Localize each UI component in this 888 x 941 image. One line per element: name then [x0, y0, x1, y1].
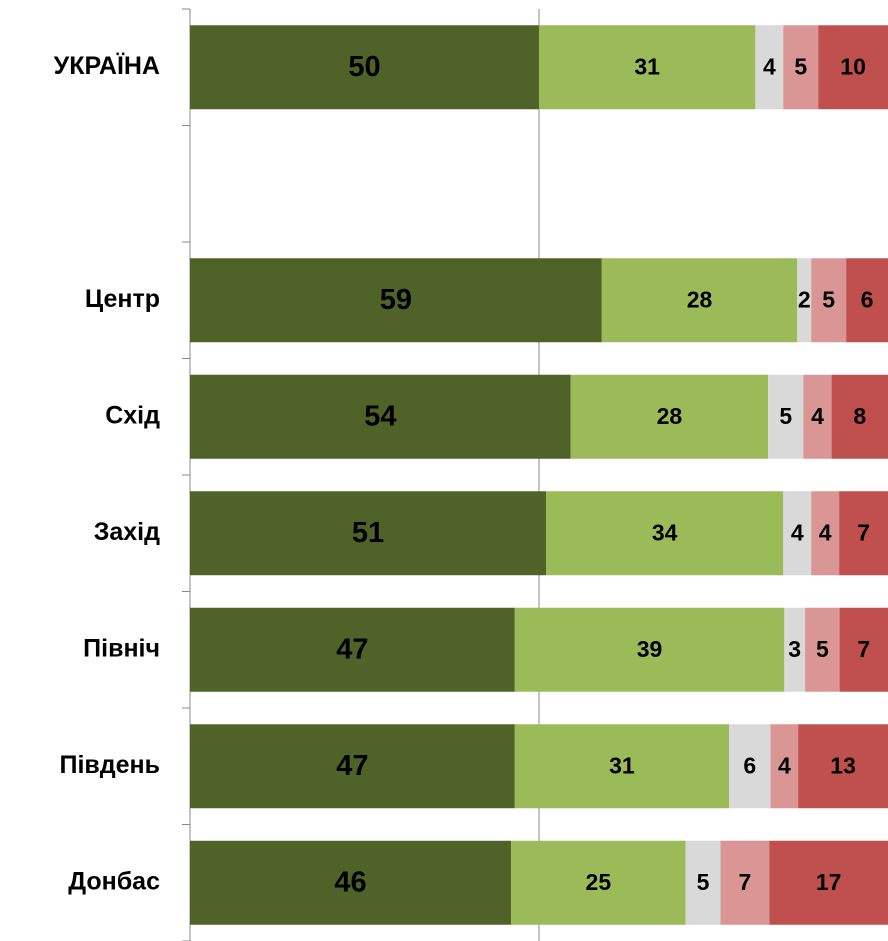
value-label: 46 [334, 866, 366, 898]
value-label: 10 [840, 53, 866, 79]
bar-segment [805, 607, 840, 692]
bar-segment [685, 840, 721, 925]
bar-segment [783, 25, 819, 110]
value-label: 25 [586, 869, 612, 895]
value-label: 5 [822, 286, 835, 312]
value-label: 50 [348, 51, 380, 83]
value-label: 4 [778, 752, 791, 778]
value-label: 47 [336, 633, 368, 665]
bar-segment [803, 374, 832, 459]
value-label: 7 [857, 636, 870, 662]
value-label: 7 [857, 519, 870, 545]
value-label: 54 [364, 400, 396, 432]
category-label: Захід [94, 518, 160, 546]
value-label: 31 [634, 53, 660, 79]
bar-segment [190, 840, 512, 925]
category-label: Схід [105, 401, 160, 429]
value-label: 28 [687, 286, 713, 312]
bar-segment [839, 607, 888, 692]
bar-segment [190, 258, 602, 343]
category-label: Центр [85, 285, 160, 313]
value-label: 4 [791, 519, 804, 545]
value-label: 5 [816, 636, 829, 662]
value-label: 17 [816, 869, 842, 895]
value-label: 8 [853, 403, 866, 429]
bar-segment [783, 491, 812, 576]
category-label: Південь [59, 751, 160, 779]
bar-segment [545, 491, 784, 576]
bar-segment [720, 840, 770, 925]
bar-segment [811, 491, 840, 576]
value-label: 28 [657, 403, 683, 429]
bar-segment [798, 724, 888, 809]
category-label: Донбас [68, 867, 160, 895]
value-label: 4 [819, 519, 832, 545]
value-label: 47 [336, 750, 368, 782]
bar-segment [769, 840, 888, 925]
value-label: 2 [798, 286, 811, 312]
value-label: 34 [652, 519, 678, 545]
bar-segment [831, 374, 888, 459]
category-label: УКРАЇНА [54, 52, 160, 80]
value-label: 4 [811, 403, 824, 429]
bar-segment [797, 258, 812, 343]
value-label: 51 [352, 517, 384, 549]
bar-segment [839, 491, 888, 576]
bar-segment [190, 374, 571, 459]
bar-segment [770, 724, 799, 809]
value-label: 5 [779, 403, 792, 429]
bar-segment [846, 258, 888, 343]
value-label: 31 [609, 752, 635, 778]
value-label: 3 [788, 636, 801, 662]
value-label: 6 [861, 286, 874, 312]
category-label: Північ [83, 634, 160, 662]
bar-segment [514, 607, 785, 692]
value-label: 5 [794, 53, 807, 79]
value-label: 13 [830, 752, 856, 778]
value-label: 4 [763, 53, 776, 79]
value-label: 7 [739, 869, 752, 895]
bar-segment [570, 374, 769, 459]
bar-segment [755, 25, 784, 110]
bar-segment [539, 25, 756, 110]
bar-segment [818, 25, 888, 110]
value-label: 39 [637, 636, 663, 662]
bar-segment [601, 258, 798, 343]
bar-segment [190, 607, 515, 692]
bar-segment [784, 607, 806, 692]
bar-segment [514, 724, 730, 809]
bar-segment [190, 491, 546, 576]
bar-segment [811, 258, 847, 343]
bar-segment [190, 25, 539, 110]
bar-segment [511, 840, 686, 925]
bar-segment [768, 374, 804, 459]
value-label: 6 [743, 752, 756, 778]
bar-segment [190, 724, 515, 809]
value-label: 5 [697, 869, 710, 895]
value-label: 59 [380, 284, 412, 316]
bar-segment [729, 724, 771, 809]
